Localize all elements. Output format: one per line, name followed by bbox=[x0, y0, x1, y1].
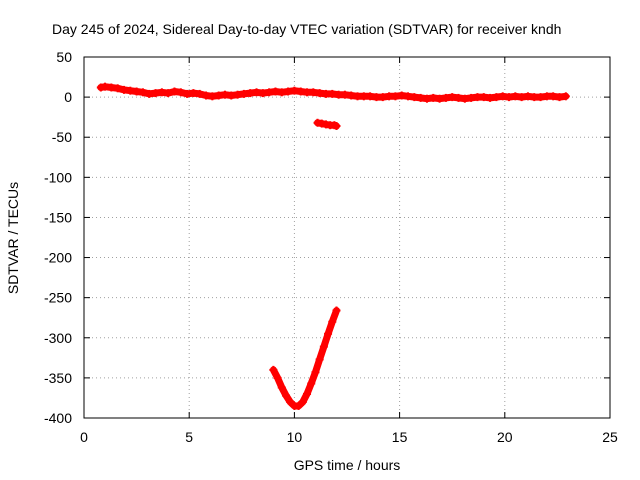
data-point bbox=[138, 88, 147, 97]
data-point bbox=[269, 365, 278, 374]
y-tick-label: -400 bbox=[44, 410, 72, 426]
y-tick-label: -200 bbox=[44, 250, 72, 266]
series-trace bbox=[269, 307, 340, 410]
data-point bbox=[195, 89, 204, 98]
y-tick-label: -100 bbox=[44, 169, 72, 185]
data-point bbox=[324, 329, 333, 338]
x-tick-label: 10 bbox=[287, 429, 303, 445]
x-tick-label: 20 bbox=[497, 429, 513, 445]
tick-marks bbox=[83, 56, 611, 419]
y-tick-label: 50 bbox=[56, 49, 72, 65]
data-point bbox=[277, 383, 286, 392]
tick-labels: 0 5 10 15 20 25 50 0 -50 -100 -150 -200 -250 -300 -350… bbox=[44, 49, 618, 445]
x-tick-label: 25 bbox=[602, 429, 618, 445]
data-point bbox=[286, 397, 295, 406]
data-point bbox=[164, 89, 173, 98]
chart-title: Day 245 of 2024, Sidereal Day-to-day VTE… bbox=[52, 21, 561, 37]
data-points bbox=[96, 82, 570, 410]
data-point bbox=[311, 368, 320, 377]
data-point bbox=[298, 397, 307, 406]
x-tick-label: 0 bbox=[80, 429, 88, 445]
y-tick-label: -50 bbox=[52, 129, 72, 145]
data-point bbox=[281, 391, 290, 400]
y-tick-label: -150 bbox=[44, 209, 72, 225]
data-point bbox=[273, 373, 282, 382]
grid-lines bbox=[84, 57, 610, 418]
data-point bbox=[328, 317, 337, 326]
plot-frame bbox=[83, 56, 611, 419]
data-point bbox=[561, 92, 570, 101]
y-tick-label: -250 bbox=[44, 290, 72, 306]
x-tick-label: 15 bbox=[392, 429, 408, 445]
data-point bbox=[294, 401, 303, 410]
data-point bbox=[113, 84, 122, 93]
data-point bbox=[332, 121, 341, 130]
x-axis-label: GPS time / hours bbox=[294, 457, 401, 473]
data-point bbox=[319, 342, 328, 351]
data-point bbox=[315, 355, 324, 364]
data-point bbox=[307, 379, 316, 388]
y-tick-label: 0 bbox=[64, 89, 72, 105]
data-point bbox=[176, 88, 185, 97]
y-axis-label: SDTVAR / TECUs bbox=[5, 182, 21, 294]
x-tick-label: 5 bbox=[185, 429, 193, 445]
data-point bbox=[303, 389, 312, 398]
y-tick-label: -350 bbox=[44, 370, 72, 386]
y-tick-label: -300 bbox=[44, 330, 72, 346]
data-point bbox=[332, 306, 341, 315]
